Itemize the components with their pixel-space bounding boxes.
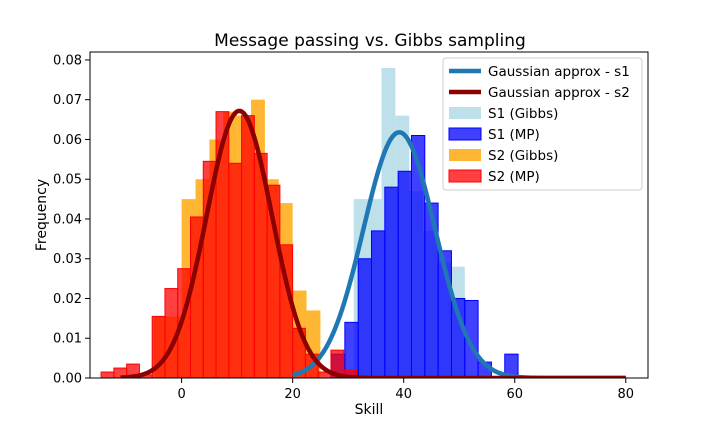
y-tick-label: 0.04 — [53, 212, 82, 227]
bar-s1-mp-3 — [370, 230, 386, 378]
legend-item-gaussian-approx-s2: Gaussian approx - s2 — [449, 85, 630, 101]
y-tick-label: 0.02 — [53, 292, 82, 307]
legend-label: Gaussian approx - s2 — [488, 85, 630, 101]
bar-s1-mp-4 — [384, 186, 399, 378]
legend-swatch — [449, 149, 481, 161]
y-tick-label: 0.01 — [53, 332, 82, 347]
x-tick-label: 20 — [284, 387, 301, 402]
x-axis: 0 20 40 60 80 — [177, 378, 634, 402]
bar-s1-mp-5 — [397, 170, 412, 378]
x-axis-title: Skill — [355, 402, 384, 418]
x-tick-label: 40 — [395, 387, 412, 402]
legend-item-gaussian-approx-s1: Gaussian approx - s1 — [449, 64, 630, 80]
curve-gaussian-approx-s1 — [291, 130, 627, 378]
legend-label: S1 (Gibbs) — [488, 106, 558, 122]
legend-label: S2 (MP) — [488, 169, 540, 185]
x-tick-label: 80 — [618, 387, 635, 402]
legend-swatch — [448, 127, 482, 141]
y-tick-label: 0.05 — [53, 173, 82, 188]
y-tick-label: 0.06 — [53, 133, 82, 148]
legend-label: Gaussian approx - s1 — [488, 64, 630, 80]
y-axis-title: Frequency — [34, 179, 50, 251]
legend-box — [442, 57, 643, 191]
y-tick-label: 0.00 — [53, 372, 82, 387]
x-tick-label: 60 — [506, 387, 523, 402]
legend-label: S1 (MP) — [488, 127, 540, 143]
y-tick-label: 0.08 — [53, 53, 82, 68]
chart-title: Message passing vs. Gibbs sampling — [214, 31, 526, 51]
bar-s2-mp-10 — [228, 162, 243, 378]
legend-item-s1-mp: S1 (MP) — [448, 127, 540, 143]
y-tick-label: 0.07 — [53, 93, 82, 108]
y-axis: 0.00 0.01 0.02 0.03 0.04 0.05 0.06 0.07 0.08 — [53, 53, 90, 387]
legend-item-s1-gibbs: S1 (Gibbs) — [449, 106, 558, 122]
plot-frame — [89, 51, 649, 379]
bar-s2-mp-11 — [241, 115, 255, 378]
x-tick-label: 0 — [177, 387, 185, 402]
legend-item-s2-gibbs: S2 (Gibbs) — [449, 148, 558, 164]
bar-s1-mp-10 — [464, 299, 479, 378]
y-tick-label: 0.03 — [53, 252, 82, 267]
bar-s2-mp-0 — [100, 371, 115, 378]
legend: Gaussian approx - s1 Gaussian approx - s2… — [442, 57, 643, 191]
legend-label: S2 (Gibbs) — [488, 148, 558, 164]
bar-s2-mp-18 — [330, 349, 345, 378]
legend-item-s2-mp: S2 (MP) — [448, 169, 540, 185]
bar-s1-mp-2 — [357, 258, 372, 378]
legend-swatch — [449, 107, 481, 119]
legend-swatch — [448, 169, 482, 183]
